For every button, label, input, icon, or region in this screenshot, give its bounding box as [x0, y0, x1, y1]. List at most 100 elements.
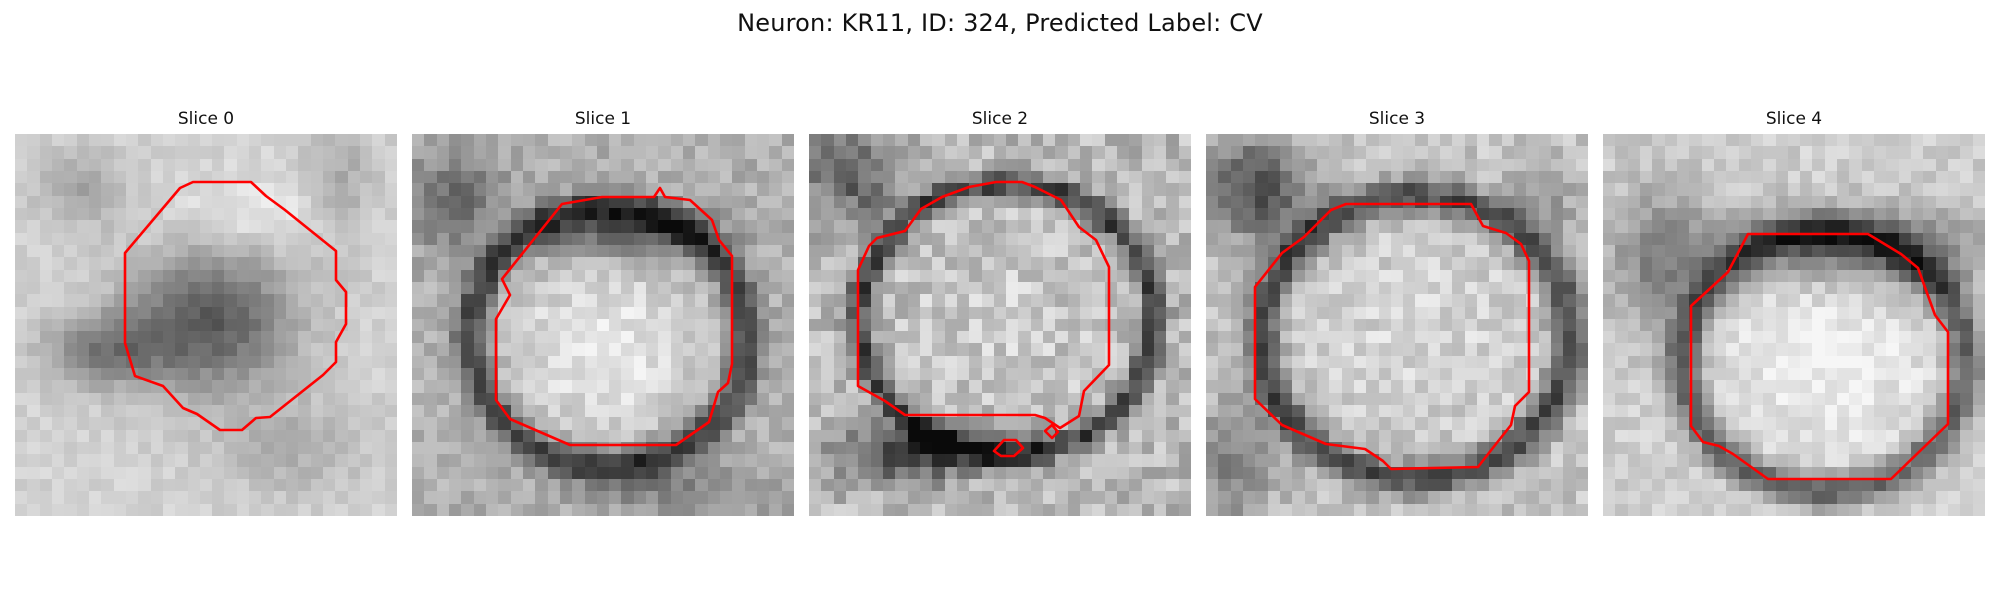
image-pixel	[372, 146, 385, 159]
image-pixel	[1166, 479, 1179, 492]
image-pixel	[1403, 269, 1416, 282]
image-pixel	[498, 331, 511, 344]
image-pixel	[236, 405, 250, 418]
image-pixel	[1292, 454, 1305, 467]
image-pixel	[1563, 479, 1576, 492]
image-pixel	[1763, 343, 1776, 356]
image-pixel	[1886, 294, 1899, 307]
image-pixel	[1366, 466, 1379, 480]
image-pixel	[473, 318, 486, 332]
image-pixel	[559, 257, 573, 270]
image-pixel	[1378, 306, 1391, 319]
image-pixel	[1874, 306, 1887, 319]
image-pixel	[658, 318, 671, 332]
image-pixel	[969, 454, 982, 467]
image-pixel	[1923, 503, 1936, 516]
image-pixel	[993, 281, 1007, 295]
image-pixel	[436, 244, 449, 258]
image-pixel	[1837, 257, 1850, 270]
image-pixel	[1775, 429, 1788, 443]
image-pixel	[1452, 343, 1465, 356]
image-pixel	[833, 331, 846, 344]
image-pixel	[1898, 442, 1912, 455]
image-pixel	[1800, 355, 1813, 369]
image-pixel	[1526, 183, 1539, 196]
image-pixel	[1341, 269, 1354, 282]
image-pixel	[88, 479, 102, 492]
image-pixel	[1043, 146, 1056, 159]
image-pixel	[1129, 281, 1142, 295]
image-pixel	[1849, 331, 1862, 344]
image-pixel	[1787, 405, 1801, 418]
image-pixel	[1018, 368, 1031, 381]
figure-title: Neuron: KR11, ID: 324, Predicted Label: …	[737, 9, 1263, 37]
image-pixel	[212, 491, 225, 504]
image-pixel	[1837, 318, 1850, 332]
image-pixel	[1898, 318, 1912, 332]
image-pixel	[1390, 269, 1404, 282]
image-pixel	[1501, 207, 1515, 221]
image-pixel	[473, 479, 486, 492]
image-pixel	[1812, 405, 1825, 418]
image-pixel	[1218, 158, 1231, 171]
image-pixel	[323, 281, 336, 295]
image-pixel	[1812, 318, 1825, 332]
image-pixel	[1329, 146, 1342, 159]
image-pixel	[236, 170, 250, 184]
image-pixel	[1501, 134, 1515, 147]
image-pixel	[1874, 491, 1887, 504]
image-pixel	[1279, 306, 1293, 319]
image-pixel	[757, 257, 770, 270]
image-pixel	[1886, 195, 1899, 208]
image-pixel	[1514, 429, 1527, 443]
image-pixel	[919, 220, 933, 233]
image-pixel	[298, 158, 311, 171]
image-pixel	[882, 281, 896, 295]
image-pixel	[212, 306, 225, 319]
image-pixel	[27, 380, 40, 393]
image-pixel	[138, 503, 151, 516]
image-pixel	[1575, 318, 1588, 332]
image-pixel	[1960, 331, 1973, 344]
image-pixel	[572, 294, 585, 307]
image-pixel	[1627, 220, 1640, 233]
image-pixel	[224, 183, 237, 196]
image-pixel	[187, 442, 200, 455]
image-pixel	[732, 306, 745, 319]
image-pixel	[1104, 392, 1118, 406]
image-pixel	[1501, 355, 1515, 369]
image-pixel	[833, 343, 846, 356]
image-pixel	[1489, 417, 1502, 430]
image-pixel	[1477, 257, 1490, 270]
slice-title-2: Slice 2	[971, 109, 1029, 129]
image-pixel	[547, 146, 560, 159]
image-pixel	[1403, 429, 1416, 443]
image-pixel	[732, 343, 745, 356]
image-pixel	[870, 281, 883, 295]
image-pixel	[1030, 368, 1044, 381]
image-pixel	[261, 355, 274, 369]
image-pixel	[584, 294, 597, 307]
image-pixel	[1267, 491, 1280, 504]
image-pixel	[261, 146, 274, 159]
image-pixel	[76, 466, 89, 480]
image-pixel	[1775, 183, 1788, 196]
image-pixel	[1218, 269, 1231, 282]
image-pixel	[1329, 343, 1342, 356]
image-pixel	[1538, 146, 1552, 159]
image-pixel	[27, 170, 40, 184]
image-pixel	[1972, 244, 1985, 258]
image-pixel	[1452, 158, 1465, 171]
image-pixel	[559, 281, 573, 295]
image-pixel	[609, 134, 622, 147]
image-pixel	[39, 454, 52, 467]
image-pixel	[969, 380, 982, 393]
image-pixel	[175, 454, 188, 467]
image-pixel	[944, 454, 957, 467]
image-pixel	[298, 134, 311, 147]
image-pixel	[781, 170, 794, 184]
image-pixel	[547, 392, 560, 406]
image-pixel	[1267, 220, 1280, 233]
image-pixel	[436, 405, 449, 418]
image-pixel	[1166, 195, 1179, 208]
